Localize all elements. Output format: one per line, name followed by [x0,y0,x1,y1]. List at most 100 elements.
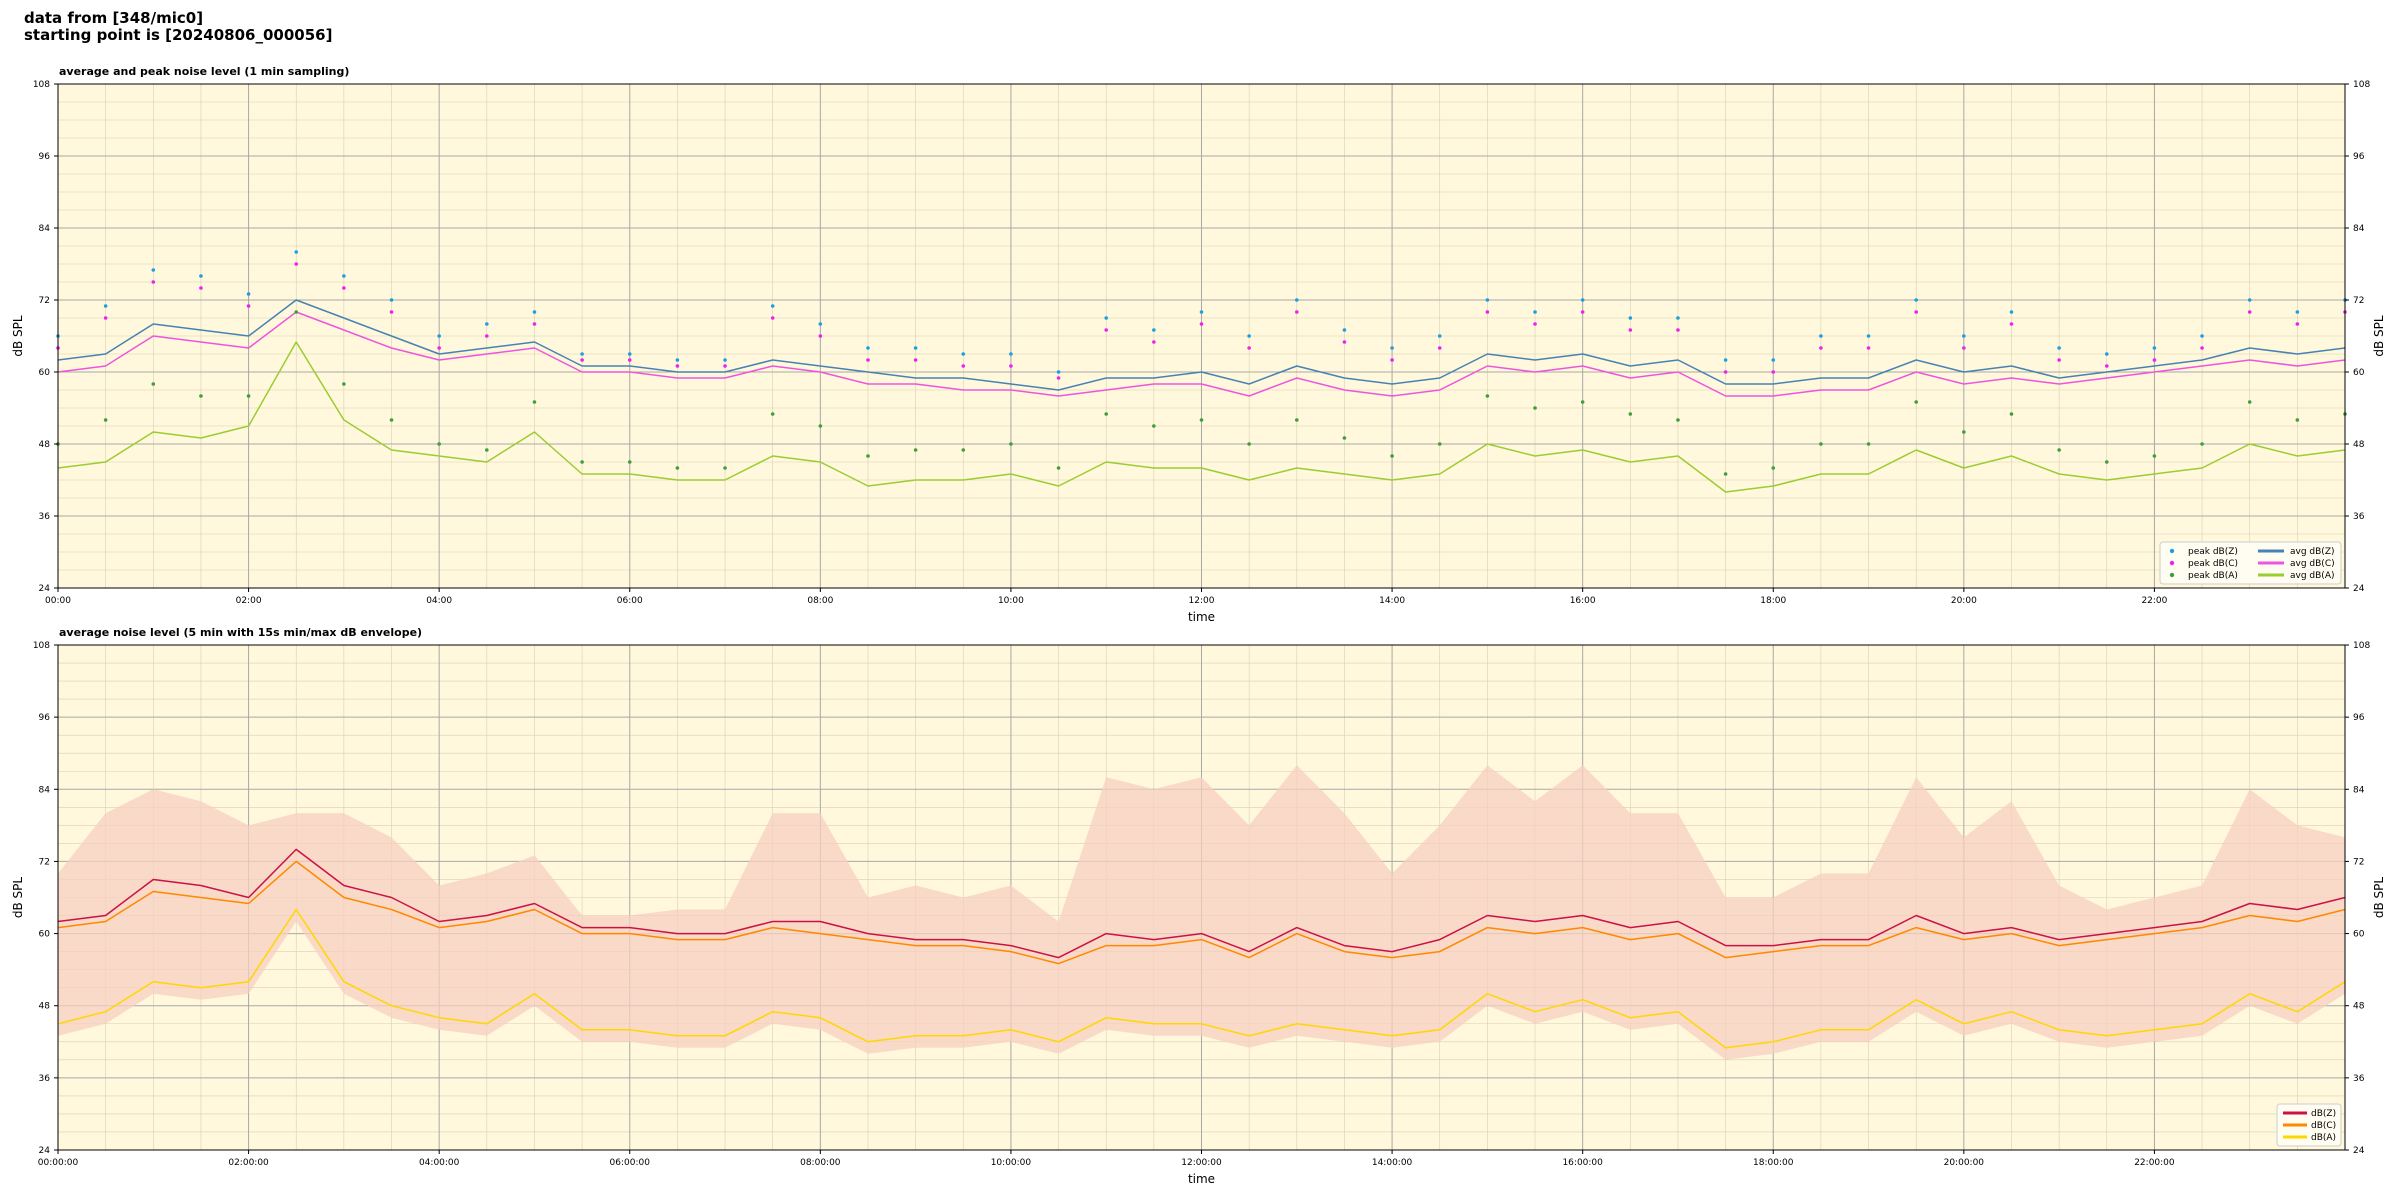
chart-panel-1: 24 24 36 36 48 48 60 60 72 72 84 84 96 96 108 108 00:00 0… [11,65,2386,624]
data-point [1152,328,1156,332]
data-point [1199,418,1204,422]
data-point [1342,328,1347,332]
chart-title: average and peak noise level (1 min samp… [59,65,349,78]
data-point [2247,298,2252,302]
y-tick-label: 48 [39,1002,51,1012]
data-point [2247,400,2252,404]
data-point [532,400,537,404]
data-point [2200,442,2204,446]
y-tick-label-right: 60 [2353,368,2365,378]
data-point [246,292,251,296]
series-line-db-a [57,908,2346,1049]
y-axis-label: dB SPL [11,315,25,357]
series-peak-db-z [56,250,2347,374]
data-point [437,346,441,350]
data-point [580,358,584,362]
series-line-avg-db-a [57,341,2346,493]
y-tick-label-right: 108 [2353,80,2370,90]
data-point [627,352,632,356]
data-point [1962,334,1966,338]
data-point [1533,310,1537,314]
y-tick-label: 36 [39,512,51,522]
x-tick-label: 06:00:00 [610,1158,651,1168]
series-line-avg-db-z [57,299,2346,391]
y-axis-label-right: dB SPL [2372,315,2386,357]
data-point [1247,442,1251,446]
x-tick-label: 02:00:00 [228,1158,269,1168]
x-tick-label: 08:00 [807,596,833,606]
x-tick-label: 12:00:00 [1181,1158,1222,1168]
data-point [389,298,394,302]
data-point [103,304,108,308]
data-point [723,466,727,470]
legend-label: avg dB(Z) [2290,547,2335,557]
data-point [199,394,203,398]
start-label: starting point is [20240806_000056] [24,26,333,44]
x-tick-label: 16:00 [1570,596,1596,606]
y-tick-label: 24 [39,584,51,594]
data-point [1104,328,1109,332]
y-tick-label-right: 36 [2353,512,2365,522]
data-point [675,466,680,470]
data-point [294,310,299,314]
legend-label: peak dB(Z) [2188,547,2238,557]
y-tick-label: 96 [39,152,51,162]
data-point [2152,346,2157,350]
data-point [151,280,156,284]
data-point [1485,310,1490,314]
x-tick-label: 08:00:00 [800,1158,841,1168]
data-point [1390,454,1394,458]
series-line-db-z [57,848,2346,959]
data-point [1294,298,1299,302]
data-point [1771,370,1776,374]
legend-label: avg dB(A) [2290,571,2334,581]
x-tick-label: 10:00:00 [991,1158,1032,1168]
data-point [1056,370,1061,374]
data-point [437,442,441,446]
data-point [2057,448,2061,452]
y-tick-label: 108 [33,641,50,651]
data-point [2104,352,2109,356]
x-tick-label: 20:00:00 [1944,1158,1985,1168]
data-point [1962,346,1966,350]
y-axis-label: dB SPL [11,877,25,919]
data-point [1819,334,1823,338]
y-tick-label-right: 72 [2353,857,2364,867]
legend-label: peak dB(A) [2188,571,2238,581]
y-tick-label: 24 [39,1146,51,1156]
x-tick-label: 00:00 [45,596,71,606]
x-tick-label: 06:00 [617,596,643,606]
data-point [1723,370,1728,374]
data-point [1819,442,1823,446]
data-point [1914,310,1918,314]
data-point [866,454,870,458]
data-point [151,382,156,386]
data-point [1056,466,1061,470]
data-point [1199,322,1204,326]
x-tick-label: 02:00 [236,596,262,606]
chart-panel-2: 24 24 36 36 48 48 60 60 72 72 84 84 96 96 108 108 00:00:… [11,626,2386,1186]
x-axis-label: time [1188,1172,1215,1186]
data-point [1819,346,1823,350]
y-tick-label: 84 [39,785,51,795]
x-tick-label: 04:00 [426,596,452,606]
data-point [723,358,727,362]
data-point [2247,310,2252,314]
data-point [2057,358,2061,362]
data-point [818,322,823,326]
data-point [1342,340,1347,344]
data-point [1152,340,1156,344]
data-point [1247,334,1251,338]
x-axis-label: time [1188,610,1215,624]
y-tick-label-right: 48 [2353,1002,2365,1012]
data-point [913,358,918,362]
data-point [961,364,966,368]
x-tick-label: 10:00 [998,596,1024,606]
data-point [2295,310,2300,314]
data-point [961,352,966,356]
data-point [675,358,680,362]
x-tick-label: 18:00:00 [1753,1158,1794,1168]
data-point [580,460,584,464]
data-point [1962,430,1966,434]
data-point [2152,358,2157,362]
